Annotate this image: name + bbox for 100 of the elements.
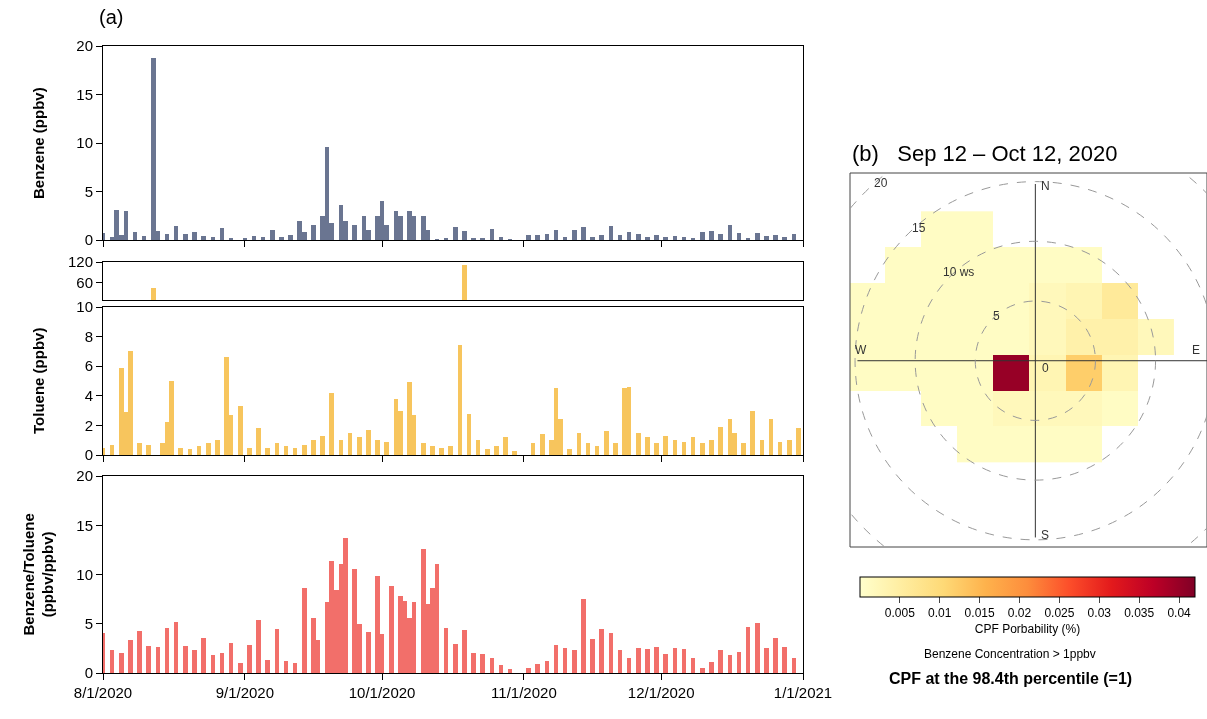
bar [178,448,183,455]
bar [128,351,133,455]
bar [728,655,732,673]
bar [348,433,352,455]
bar [673,440,677,455]
text: Benzene Concentration > 1ppbv [924,647,1096,661]
x-tick-label: 9/1/2020 [215,684,275,701]
bar [261,237,265,240]
bar [490,658,494,673]
chart-title: (a) [99,6,124,28]
bar [389,586,394,673]
bar [490,229,494,240]
bar [197,446,201,455]
bar [682,649,686,673]
bar [142,236,146,240]
bar [293,448,297,455]
bar [407,382,412,455]
bar [265,660,270,673]
x-tick-label: 10/1/2020 [348,684,416,701]
bar [339,440,343,455]
y-tick-label: 15 [76,85,93,103]
bar [311,440,316,455]
bar [275,629,279,673]
y-tick-label: 10 [76,298,93,316]
bar [604,431,609,455]
bar [476,440,480,455]
bar [627,658,631,673]
bar [654,647,659,673]
bar [599,629,604,673]
bar [700,668,705,673]
bar [764,236,769,240]
bar [545,234,549,240]
bar [499,237,503,240]
bar [284,446,288,455]
bar [792,658,796,673]
chart-title: (b) Sep 12 – Oct 12, 2020 [852,141,1118,166]
bar [494,446,499,455]
bar [302,588,307,673]
annotation: 15 [912,221,926,235]
bar [265,448,270,455]
bar [526,235,531,240]
y-tick-label: 15 [76,516,93,534]
bar [654,235,659,240]
bar [192,650,197,673]
bar [366,430,371,455]
bar [609,226,613,240]
bar [183,234,188,240]
bar [728,225,732,240]
bar [366,632,371,673]
bar [201,638,206,673]
bar [156,647,160,673]
bar [311,618,316,673]
bar [247,645,252,673]
y-tick-label: 6 [84,357,93,375]
bar [238,406,243,455]
y-tick-label: 20 [76,467,93,485]
bar [627,232,631,240]
bar [183,646,188,673]
bar [485,449,490,455]
y-tick-label: 5 [84,182,93,200]
bar [554,230,558,240]
color-bar-label: 0.02 [1007,606,1032,621]
bar [211,237,215,240]
bar [663,436,668,455]
bar [709,440,714,455]
bar [448,446,453,455]
bar [462,231,467,240]
bar [673,648,677,673]
bar [128,640,133,673]
bar [645,437,650,455]
bar [773,235,778,240]
y-tick-label: 0 [84,446,93,464]
bar [458,345,462,455]
bar [169,381,174,455]
x-tick-label: 11/1/2020 [491,684,557,701]
bar [252,236,256,240]
x-tick-label: 8/1/2020 [73,684,133,701]
y-tick-label: 10 [76,565,93,583]
bar [691,437,695,455]
bar [384,442,389,455]
y-tick-label: 120 [67,253,93,271]
bar [782,647,787,673]
bar [375,576,380,673]
y-axis-title: Toluene (ppbv) [30,327,47,434]
color-bar-label: 0.005 [884,606,916,621]
y-tick-label: 2 [84,416,93,434]
bar [192,232,197,240]
x-tick-label: 12/1/2020 [627,684,695,701]
bar [581,227,586,240]
bar [567,449,572,455]
color-bar-label: 0.03 [1087,606,1112,621]
color-bar-title: CPF Porbability (%) [974,622,1081,637]
annotation: 10 ws [943,265,975,279]
bar [201,236,206,240]
bar [682,442,686,455]
bar [188,449,192,455]
bar [512,451,517,455]
y-tick-label: 4 [84,387,93,405]
bar [279,237,284,240]
bar [750,411,755,455]
